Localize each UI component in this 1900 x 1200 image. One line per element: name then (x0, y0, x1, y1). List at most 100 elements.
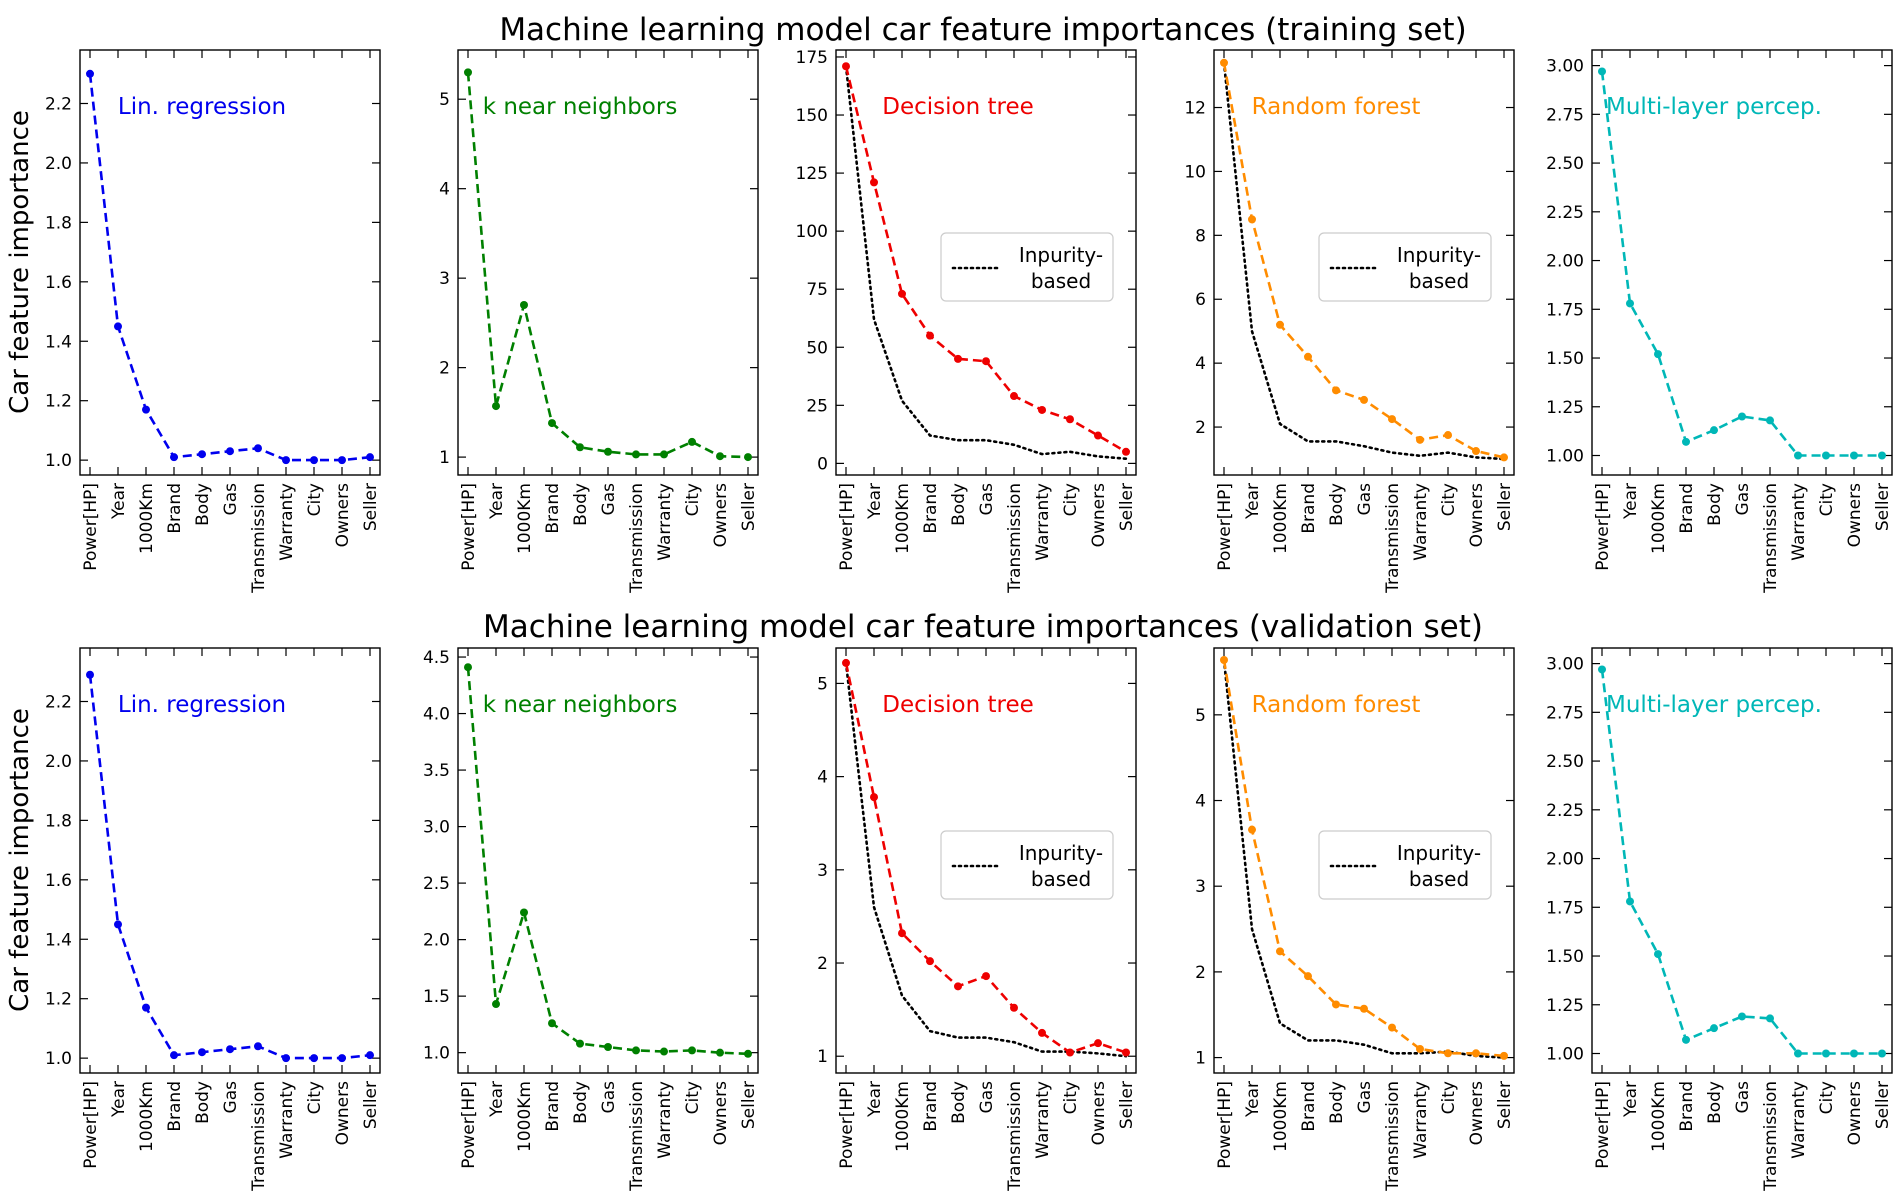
x-tick-label: Power[HP] (459, 483, 479, 571)
panel-training-multi-layer-percep: 1.00 1.25 1.50 1.75 2.00 2.25 2.50 2.75 3.00 Powe… (1546, 49, 1893, 594)
y-tick-label: 4.5 (423, 648, 450, 668)
series-point (1626, 897, 1634, 906)
series-point (1444, 1049, 1452, 1058)
x-tick-label: Power[HP] (1215, 483, 1235, 571)
x-tick-label: 1000Km (137, 483, 157, 554)
y-tick-label: 3.00 (1546, 57, 1584, 77)
x-tick-label: City (1817, 483, 1837, 516)
series-point (1710, 426, 1718, 435)
series-point (1304, 352, 1312, 361)
y-tick-label: 1.0 (45, 451, 72, 471)
series-line (466, 72, 749, 459)
x-tick-label: Owners (333, 1081, 353, 1146)
y-tick-label: 1.75 (1546, 300, 1584, 320)
x-tick-label: Brand (165, 1081, 185, 1132)
x-tick-label: Power[HP] (837, 483, 857, 571)
y-tick-label: 50 (806, 338, 828, 358)
x-tick-label: Body (193, 1081, 213, 1124)
x-tick-label: 1000Km (1271, 483, 1291, 554)
series-point (660, 1047, 668, 1056)
series-point (1710, 1024, 1718, 1033)
y-tick-label: 175 (796, 48, 828, 68)
x-tick-label: City (305, 483, 325, 516)
series-point (198, 1048, 206, 1057)
legend-label-line1: Inpurity- (1397, 841, 1481, 865)
legend: Inpurity-based (1318, 830, 1492, 900)
series-point (870, 178, 878, 187)
x-tick-label: Seller (739, 1081, 759, 1129)
legend-label-line2: based (1031, 867, 1091, 891)
x-tick-label: Power[HP] (81, 1081, 101, 1169)
legend-label-line1: Inpurity- (1019, 243, 1103, 267)
model-label: k near neighbors (483, 94, 678, 120)
row-title-validation: Machine learning model car feature impor… (483, 609, 1483, 645)
x-tick-label: Gas (977, 483, 997, 516)
series-point (982, 357, 990, 366)
x-tick-label: Body (1705, 483, 1725, 526)
x-tick-label: Transmission (1005, 1081, 1025, 1192)
x-tick-label: City (1439, 1081, 1459, 1114)
x-tick-label: Warranty (1789, 483, 1809, 561)
x-tick-label: Brand (165, 483, 185, 534)
series-point (1332, 386, 1340, 395)
y-tick-label: 1.2 (45, 392, 72, 412)
series-point (1360, 1004, 1368, 1013)
series-point (310, 456, 318, 465)
x-tick-label: Seller (1873, 1081, 1893, 1129)
y-tick-label: 12 (1184, 99, 1206, 119)
series-point (1388, 1023, 1396, 1032)
x-tick-label: Gas (1355, 483, 1375, 516)
ylabel-training: Car feature importance (5, 110, 35, 414)
series-point (1738, 1012, 1746, 1021)
series-point (1248, 825, 1256, 834)
x-tick-label: Seller (361, 1081, 381, 1129)
x-tick-label: Transmission (627, 1081, 647, 1192)
x-tick-label: Transmission (1761, 483, 1781, 594)
y-tick-label: 5 (817, 674, 828, 694)
series-line (1600, 669, 1882, 1055)
y-tick-label: 1.5 (423, 987, 450, 1007)
series-point (604, 447, 612, 456)
x-tick-label: Owners (1467, 1081, 1487, 1146)
series-line (1222, 659, 1505, 1058)
series-point (114, 920, 122, 929)
panel-validation-decision-tree: 1 2 3 4 5 Power[HP] Year 1000Km Brand Body Gas Tran… (817, 647, 1137, 1192)
y-tick-label: 1.0 (45, 1049, 72, 1069)
y-tick-label: 2.0 (45, 752, 72, 772)
x-tick-label: Warranty (1411, 483, 1431, 561)
legend-label-line1: Inpurity- (1397, 243, 1481, 267)
x-tick-label: Transmission (1383, 1081, 1403, 1192)
series-point (1682, 437, 1690, 446)
y-tick-label: 150 (796, 106, 828, 126)
series-point (870, 793, 878, 802)
model-label: Multi-layer percep. (1606, 94, 1822, 120)
x-tick-label: Gas (1355, 1081, 1375, 1114)
x-tick-label: City (1817, 1081, 1837, 1114)
y-tick-label: 1.4 (45, 930, 72, 950)
y-tick-label: 2.00 (1546, 252, 1584, 272)
series-point (1500, 1051, 1508, 1060)
series-point (842, 658, 850, 667)
legend-box (1318, 830, 1492, 900)
y-tick-label: 1.75 (1546, 898, 1584, 918)
x-tick-label: Body (949, 483, 969, 526)
legend-label-line1: Inpurity- (1019, 841, 1103, 865)
x-tick-label: Year (109, 1081, 129, 1118)
panel-training-decision-tree: 0 25 50 75 100 125 150 175 Power[HP] Year 1000Km Br… (796, 48, 1137, 594)
x-tick-label: Warranty (277, 483, 297, 561)
x-tick-label: Seller (1117, 483, 1137, 531)
x-tick-label: 1000Km (515, 1081, 535, 1152)
y-tick-label: 1.0 (423, 1044, 450, 1064)
series-point (898, 289, 906, 298)
x-tick-label: Power[HP] (1215, 1081, 1235, 1169)
series-point (926, 957, 934, 966)
x-tick-label: Warranty (655, 1081, 675, 1159)
x-tick-label: Year (1621, 483, 1641, 520)
series-line-impurity (1222, 61, 1506, 461)
ylabel-validation: Car feature importance (5, 708, 35, 1012)
x-tick-label: Year (1243, 1081, 1263, 1118)
series-point (1038, 1028, 1046, 1037)
series-point (520, 301, 528, 309)
series-point (1416, 1045, 1424, 1054)
x-tick-label: 1000Km (1649, 1081, 1669, 1152)
